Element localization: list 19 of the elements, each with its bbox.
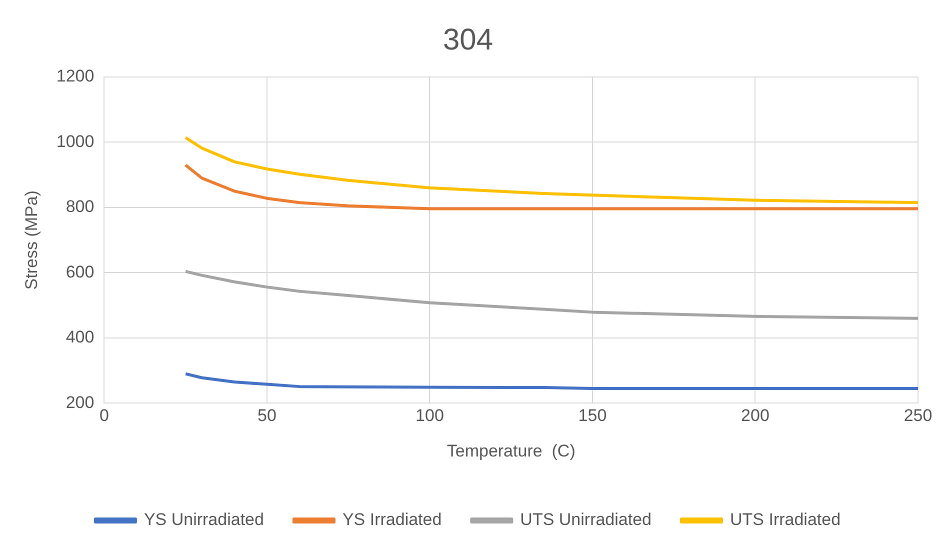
x-tick-label: 250 — [904, 406, 932, 426]
x-axis-title: Temperature (C) — [446, 441, 576, 460]
legend-label: UTS Irradiated — [730, 510, 841, 530]
y-tick-label: 1000 — [56, 132, 94, 151]
legend-label: YS Unirradiated — [144, 510, 264, 530]
legend-label: YS Irradiated — [342, 510, 442, 530]
y-tick-label: 200 — [66, 392, 94, 412]
x-tick-label: 0 — [99, 406, 109, 426]
x-tick-label: 200 — [741, 406, 770, 426]
x-tick-label: 50 — [258, 406, 276, 426]
y-axis-title: Stress (MPa) — [22, 190, 41, 290]
y-tick-label: 800 — [66, 197, 94, 216]
y-tick-label: 600 — [66, 262, 94, 282]
y-tick-label: 400 — [66, 328, 94, 347]
x-tick-label: 100 — [416, 406, 444, 426]
legend-label: UTS Unirradiated — [520, 510, 652, 530]
chart-title: 304 — [442, 23, 494, 56]
x-tick-label: 150 — [578, 406, 607, 426]
y-tick-label: 1200 — [56, 66, 94, 86]
